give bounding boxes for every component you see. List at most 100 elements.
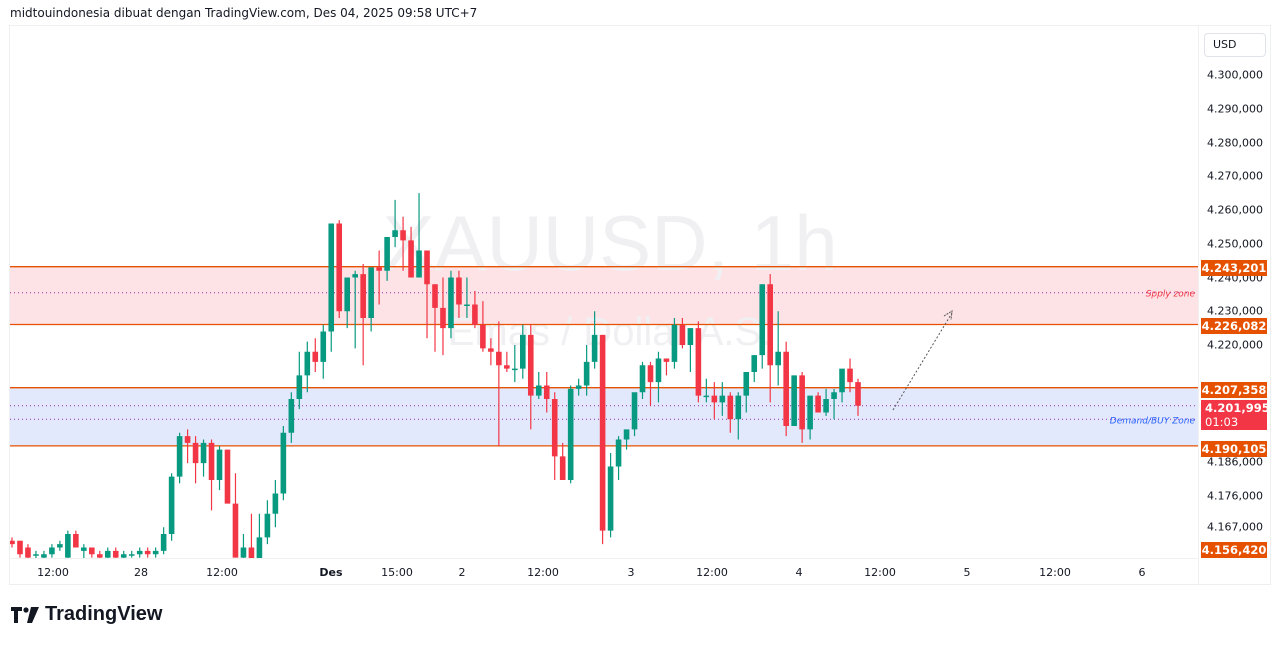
tradingview-logo[interactable]: TradingView [11, 603, 162, 626]
zone-price-tag: 4.207,358 [1201, 382, 1267, 398]
candle-body [591, 334, 598, 362]
zone-price-tag: 4.226,082 [1201, 318, 1267, 334]
candle-body [104, 550, 111, 558]
logo-text: TradingView [45, 603, 163, 625]
price-axis-label: 4.280,000 [1207, 136, 1263, 150]
time-axis-label: 6 [1138, 566, 1146, 579]
time-axis-label: 12:00 [1039, 566, 1071, 579]
time-axis-label: 2 [458, 566, 466, 579]
candle-body [81, 547, 87, 551]
candle-body [224, 449, 231, 504]
candle-body [384, 237, 390, 271]
candle-body [400, 230, 406, 241]
candle-body [615, 439, 622, 467]
candle-body [527, 334, 534, 396]
candle-body [440, 307, 446, 329]
candle-body [799, 375, 805, 430]
price-axis-label: 4.230,000 [1207, 304, 1263, 318]
candle-body [751, 355, 758, 372]
price-axis-label: 4.167,000 [1207, 520, 1263, 534]
zone-price-tag: 4.156,420 [1201, 542, 1267, 558]
price-axis[interactable]: USD 4.300,000 4.290,000 4.280,000 4.270,000… [1198, 26, 1271, 584]
time-axis-label: Des [319, 566, 343, 579]
candle-body [695, 328, 702, 396]
candle-body [655, 358, 662, 383]
candle-body [464, 304, 470, 306]
price-axis-label: 4.290,000 [1207, 102, 1263, 116]
candle-body [344, 277, 351, 312]
candle-body [559, 456, 566, 480]
candle-body [152, 550, 159, 555]
currency-button[interactable]: USD [1204, 33, 1266, 57]
candle-body [687, 328, 694, 345]
candle-body [456, 277, 462, 305]
candle-body [176, 436, 183, 477]
price-axis-label: 4.260,000 [1207, 203, 1263, 217]
candle-body [496, 351, 502, 366]
candle-body [184, 436, 191, 443]
candle-body [248, 547, 255, 558]
candle-body [392, 230, 398, 237]
candle-body [296, 375, 303, 399]
candle-body [512, 368, 518, 371]
candle-body [10, 540, 15, 545]
candle-body [352, 274, 358, 278]
candle-body [280, 432, 287, 494]
candle-body [424, 250, 430, 285]
candle-body [144, 550, 151, 555]
candle-body [128, 554, 135, 556]
candle-body [607, 466, 614, 531]
candle-body [815, 395, 821, 413]
time-axis-label: 5 [963, 566, 971, 579]
candle-body [33, 554, 39, 556]
watermark-description: Emas / Dollar A.S. [448, 310, 773, 354]
tradingview-logo-icon [11, 606, 39, 623]
candle-body [663, 358, 670, 362]
chart-plot-area[interactable]: XAUUSD, 1h Emas / Dollar A.S. Spply zone De… [10, 26, 1198, 558]
candle-body [823, 399, 829, 413]
candle-body [136, 550, 143, 555]
candle-body [216, 449, 223, 480]
price-axis-label: 4.270,000 [1207, 169, 1263, 183]
candle-body [679, 324, 686, 345]
candle-body [57, 544, 63, 548]
candle-body [448, 277, 454, 329]
price-axis-label: 4.250,000 [1207, 237, 1263, 251]
candle-body [775, 351, 781, 366]
candle-body [168, 476, 175, 534]
candle-body [408, 240, 414, 278]
candle-body [304, 351, 311, 376]
candle-body [567, 388, 574, 480]
candle-body [719, 395, 726, 403]
candle-body [735, 395, 742, 420]
candle-body [112, 550, 119, 558]
candle-body [65, 534, 71, 558]
time-axis-label: 28 [134, 566, 148, 579]
zone-price-tag: 4.243,201 [1201, 260, 1267, 276]
candle-body [519, 334, 526, 369]
time-axis-label: 12:00 [864, 566, 896, 579]
time-axis-label: 3 [627, 566, 635, 579]
candle-body [807, 395, 813, 430]
candle-body [504, 365, 510, 369]
supply-zone [10, 266, 1198, 325]
candle-body [480, 324, 486, 349]
time-axis[interactable]: 12:00 28 12:00 Des 15:00 2 12:00 3 12:00 4 12:00 5 1… [10, 558, 1198, 585]
candle-body [41, 554, 47, 558]
candle-body [535, 385, 542, 396]
price-axis-label: 4.300,000 [1207, 68, 1263, 82]
candle-body [432, 284, 438, 308]
candle-body [328, 223, 335, 332]
candle-body [96, 554, 103, 558]
projection-arrow-line [892, 312, 953, 411]
candle-body [192, 442, 199, 464]
candle-body [17, 540, 23, 555]
candle-body [240, 547, 247, 558]
candle-body [551, 399, 558, 457]
candle-body [623, 429, 630, 440]
candle-body [647, 365, 654, 383]
candle-body [376, 267, 382, 271]
candle-body [759, 284, 766, 356]
supply-zone-label: Spply zone [1146, 290, 1196, 300]
last-price-value: 4.201,995 [1205, 401, 1270, 415]
